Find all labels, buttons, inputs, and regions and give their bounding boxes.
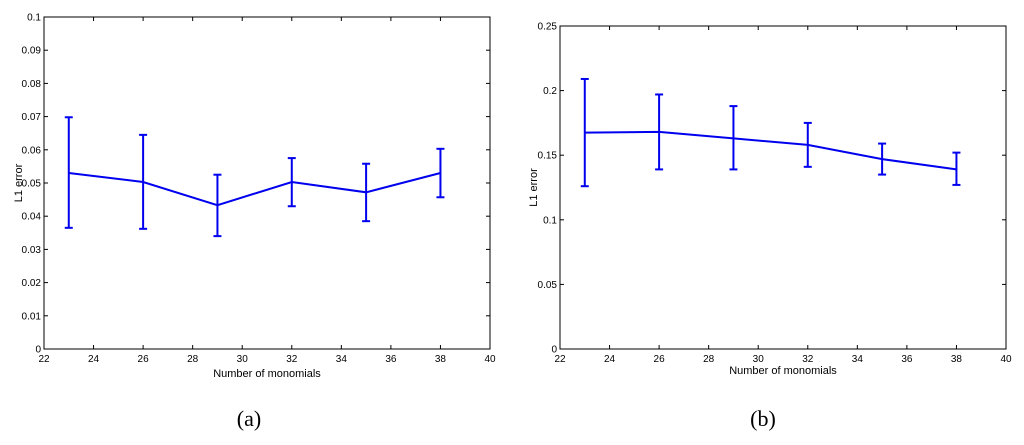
x-tick-label: 22 <box>554 354 566 365</box>
x-tick-label: 28 <box>703 354 715 365</box>
chart-b: 22 24 26 28 30 32 34 36 38 40 0 0.05 0.1 0.15 0.2 0.25 N… <box>528 22 1012 432</box>
x-tick-label: 38 <box>435 354 447 365</box>
y-tick-label: 0.01 <box>22 311 42 322</box>
x-tick-label: 36 <box>385 354 397 365</box>
x-tick-label: 26 <box>654 354 666 365</box>
y-tick-label: 0.15 <box>538 151 558 162</box>
data-point <box>439 172 442 174</box>
y-tick-label: 0.25 <box>538 22 558 33</box>
data-point <box>290 181 293 183</box>
x-tick-label: 32 <box>286 354 298 365</box>
x-tick-label: 32 <box>802 354 814 365</box>
y-tick-label: 0.07 <box>22 112 42 123</box>
x-tick-label: 34 <box>852 354 864 365</box>
y-tick-label: 0 <box>35 345 41 356</box>
x-tick-label: 28 <box>187 354 199 365</box>
y-tick-label: 0 <box>551 345 557 356</box>
y-tick-label: 0.04 <box>22 212 42 223</box>
data-point <box>806 144 809 146</box>
figure-caption: (b) <box>750 406 776 431</box>
x-axis-label: Number of monomials <box>729 365 837 377</box>
x-tick-label: 26 <box>138 354 150 365</box>
y-axis-label: L1 error <box>528 168 540 207</box>
y-tick-label: 0.08 <box>22 79 42 90</box>
x-tick-label: 24 <box>88 354 100 365</box>
data-point <box>67 172 70 174</box>
series-line <box>68 172 441 207</box>
data-point <box>216 204 219 207</box>
data-point <box>365 191 367 194</box>
series-line <box>584 130 957 171</box>
x-tick-label: 22 <box>38 354 50 365</box>
y-tick-label: 0.09 <box>22 46 42 57</box>
x-tick-label: 36 <box>901 354 913 365</box>
y-tick-label: 0.2 <box>543 86 557 97</box>
x-axis-label: Number of monomials <box>213 368 321 380</box>
y-tick-label: 0.02 <box>22 278 42 289</box>
y-tick-label: 0.03 <box>22 245 42 256</box>
x-tick-label: 40 <box>484 354 496 365</box>
y-axis-label: L1 error <box>13 163 25 202</box>
plot-frame <box>559 25 1007 350</box>
data-point <box>658 131 660 133</box>
x-tick-label: 38 <box>951 354 963 365</box>
data-point <box>142 181 144 183</box>
chart-a: 22 24 26 28 30 32 34 36 38 40 0 0.01 0.02 0.03 0.04 0.0… <box>13 13 496 432</box>
y-tick-label: 0.05 <box>538 280 558 291</box>
x-tick-label: 34 <box>336 354 348 365</box>
y-tick-label: 0.06 <box>22 145 42 156</box>
data-point <box>955 168 958 171</box>
data-point <box>583 131 586 134</box>
figure-caption: (a) <box>237 406 261 431</box>
plot-frame <box>43 16 491 350</box>
y-tick-label: 0.05 <box>22 179 42 190</box>
data-point <box>881 158 883 160</box>
x-tick-label: 40 <box>1000 354 1012 365</box>
x-tick-label: 30 <box>753 354 765 365</box>
x-tick-label: 24 <box>604 354 616 365</box>
y-tick-label: 0.1 <box>543 215 557 226</box>
y-tick-label: 0.1 <box>27 13 41 24</box>
data-point <box>732 137 735 140</box>
x-tick-label: 30 <box>237 354 249 365</box>
